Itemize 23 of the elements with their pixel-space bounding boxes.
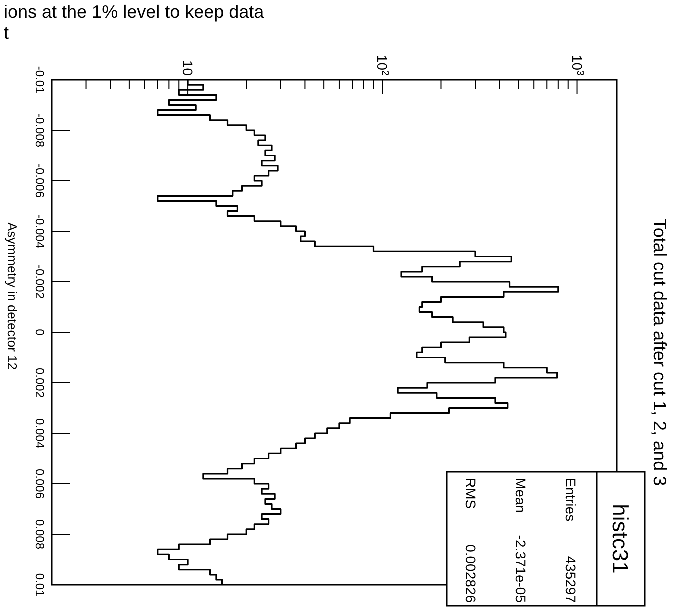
x-tick-label: 10 [180, 60, 196, 76]
annotation: RMS [463, 478, 479, 510]
y-axis-title: Asymmetry in detector 12 [5, 222, 20, 370]
text: Total cut data after cut 1, 2, and 3 [650, 218, 670, 486]
text: ions at the 1% level to keep data [4, 2, 266, 22]
y-tick-label: 0.006 [33, 468, 47, 500]
y-tick-label: 0 [33, 329, 47, 336]
y-tick-label: -0.006 [33, 164, 47, 198]
y-tick-label: -0.002 [33, 264, 47, 300]
annotation: Mean [513, 478, 529, 514]
annotation: 435297 [563, 556, 579, 604]
annotation: 0.002826 [463, 544, 479, 604]
y-tick-label: 0.01 [33, 573, 47, 597]
annotation: -2.371e-05 [513, 535, 529, 604]
y-tick-label: 0.002 [33, 368, 47, 398]
y-tick-label: 0.008 [33, 519, 47, 550]
y-tick-label: -0.01 [33, 66, 47, 94]
y-tick-label: -0.004 [33, 214, 47, 249]
annotation: histc31 [608, 504, 633, 574]
text: t [4, 23, 10, 43]
y-tick-label: -0.008 [33, 113, 47, 148]
annotation: Entries [563, 478, 579, 522]
y-tick-label: 0.004 [33, 418, 47, 449]
